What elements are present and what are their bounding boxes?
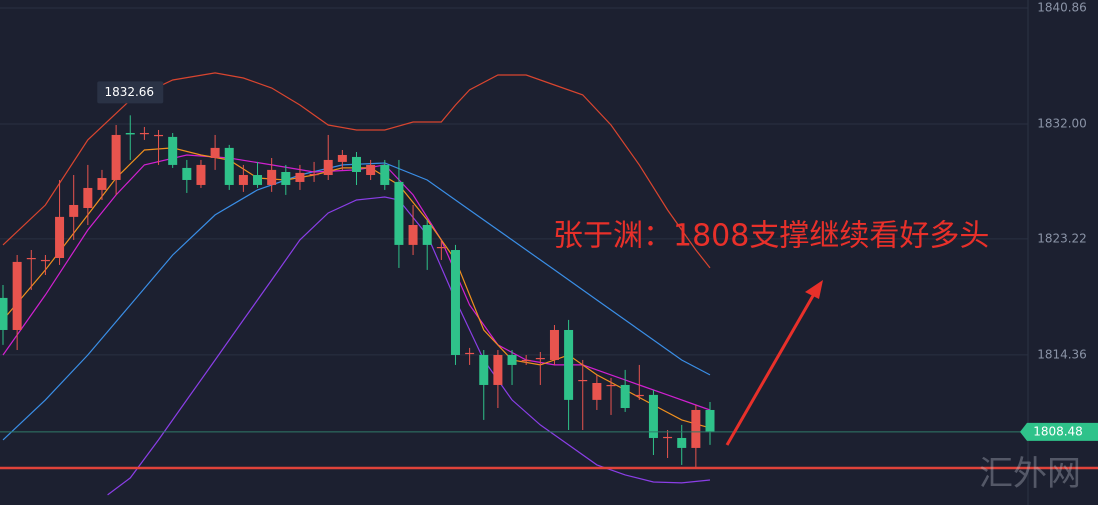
candle-body (677, 437, 687, 448)
candle-body (648, 394, 658, 438)
candle-body (0, 297, 8, 330)
arrow-shaft (725, 293, 816, 446)
y-tick-label: 1814.36 (1037, 347, 1087, 361)
candle-body (493, 354, 503, 385)
candle-body (295, 172, 305, 182)
price-tag-label: 1808.48 (1033, 424, 1083, 438)
y-tick-label: 1832.00 (1037, 116, 1087, 130)
candle-body (465, 352, 475, 355)
candle-body (578, 379, 588, 382)
candle-body (705, 409, 715, 432)
candle-body (26, 257, 36, 260)
indicator-line (2, 154, 711, 411)
candle-body (380, 164, 390, 185)
candle-body (366, 164, 376, 176)
candle-body (309, 173, 319, 176)
candle-body (97, 178, 107, 190)
annotation: 张于渊：1808支撑继续看好多头 (553, 219, 989, 254)
candle-body (111, 134, 121, 180)
candle-body (69, 204, 79, 217)
candle-body (40, 259, 50, 262)
candle-body (620, 384, 630, 409)
candle-body (210, 147, 220, 158)
candle-body (535, 358, 545, 360)
candle-body (337, 154, 347, 162)
candle-body (83, 187, 93, 208)
indicator-line (2, 72, 711, 269)
candle-body (281, 171, 291, 185)
candle-body (422, 225, 432, 245)
watermark: 汇外网 (979, 454, 1081, 494)
candle-body (253, 175, 263, 185)
candle-body (267, 169, 277, 185)
candle-body (238, 175, 248, 185)
candle-body (606, 384, 616, 387)
indicator-line (2, 162, 711, 441)
candle-body (154, 134, 164, 137)
candle-body (521, 359, 531, 362)
candle-body (436, 247, 446, 249)
max-label: 1832.66 (104, 85, 154, 99)
candle-body (479, 354, 489, 385)
arrow-head (805, 280, 823, 299)
candle-body (663, 436, 673, 439)
candle-body (450, 250, 460, 355)
candle-body (507, 354, 517, 365)
candle-body (125, 132, 135, 135)
candle-body (224, 147, 234, 185)
candle-body (634, 394, 644, 397)
y-tick-label: 1823.22 (1037, 231, 1087, 245)
candle-body (564, 329, 574, 400)
candle-body (691, 409, 701, 448)
candle-body (182, 167, 192, 180)
candle-body (323, 159, 333, 176)
candle-body (12, 261, 22, 330)
candle-body (55, 216, 65, 258)
y-tick-label: 1840.86 (1037, 1, 1087, 15)
candle-body (168, 136, 178, 165)
max-label-box (97, 81, 164, 104)
candle-body (196, 164, 206, 185)
price-tag (1020, 422, 1098, 441)
candle-body (592, 383, 602, 400)
candle-body (408, 225, 418, 245)
candle-body (394, 181, 404, 245)
candle-body (549, 329, 559, 360)
candle-body (139, 132, 149, 135)
candle-body (352, 156, 361, 172)
